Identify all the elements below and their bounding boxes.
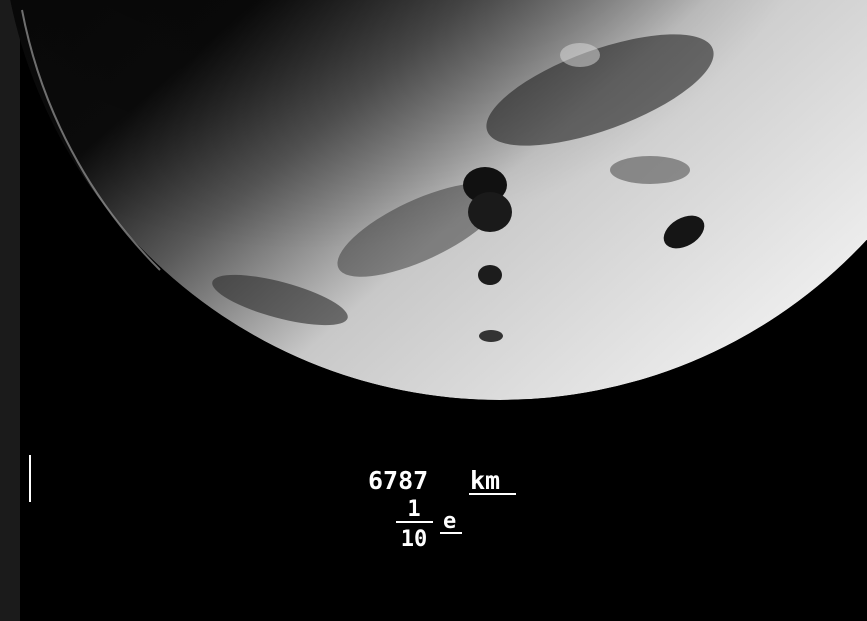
left-border xyxy=(0,0,20,621)
limb xyxy=(21,9,161,271)
numerator: 1 xyxy=(407,497,420,522)
distance: 6787 xyxy=(368,466,428,495)
denominator: 10 xyxy=(401,527,428,552)
unit: km xyxy=(470,466,500,495)
symbol: e xyxy=(443,509,456,534)
planet xyxy=(0,0,867,400)
